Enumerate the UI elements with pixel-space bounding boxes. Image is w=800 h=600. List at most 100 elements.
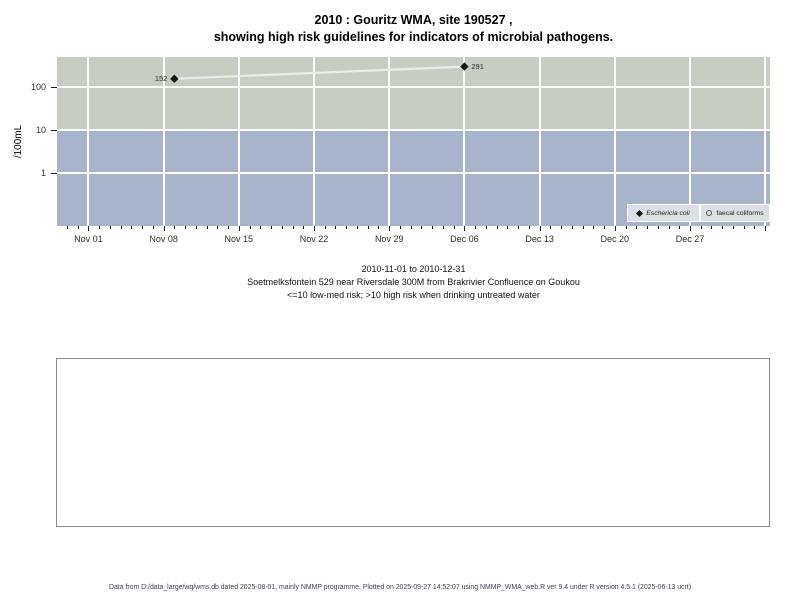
subtitle-date-range: 2010-11-01 to 2010-12-31 — [361, 264, 466, 274]
x-minor-tick — [485, 226, 487, 229]
x-minor-tick — [410, 226, 412, 229]
horizontal-gridline — [57, 85, 770, 88]
x-minor-tick — [195, 226, 197, 229]
legend-entry-escherichia-coli: Eschericia coli — [627, 204, 700, 222]
x-major-tick — [88, 226, 90, 231]
x-major-tick — [464, 226, 466, 231]
x-minor-tick — [722, 226, 724, 229]
x-minor-tick — [507, 226, 509, 229]
x-minor-tick — [228, 226, 230, 229]
x-tick-label: Nov 01 — [74, 234, 103, 244]
x-minor-tick — [271, 226, 273, 229]
vertical-gridline — [87, 57, 90, 226]
legend-label: faecal coliforms — [716, 209, 764, 217]
y-tick — [51, 173, 57, 175]
data-point-diamond — [170, 74, 179, 84]
x-minor-tick — [206, 226, 208, 229]
x-tick-label: Dec 06 — [450, 234, 479, 244]
x-minor-tick — [249, 226, 251, 229]
y-tick — [51, 130, 57, 132]
x-minor-tick — [550, 226, 552, 229]
x-minor-tick — [292, 226, 294, 229]
chart-title-line2: showing high risk guidelines for indicat… — [213, 30, 614, 44]
x-major-tick — [539, 226, 541, 231]
x-minor-tick — [625, 226, 627, 229]
x-minor-tick — [518, 226, 520, 229]
y-axis-title-text: /100mL — [13, 124, 25, 159]
y-tick-label: 1 — [40, 168, 46, 179]
x-minor-tick — [99, 226, 101, 229]
x-tick-label: Dec 13 — [525, 234, 554, 244]
x-tick-label: Nov 15 — [224, 234, 254, 244]
x-minor-tick — [260, 226, 262, 229]
point-value-label: 291 — [471, 61, 484, 71]
x-minor-tick — [475, 226, 477, 229]
x-minor-tick — [604, 226, 606, 229]
chart-panel: 152 291 Eschericia coli faecal coliforms — [57, 57, 770, 226]
chart-title: 2010 : Gouritz WMA, site 190527 , showin… — [57, 12, 770, 46]
x-minor-tick — [700, 226, 702, 229]
x-minor-tick — [432, 226, 434, 229]
x-minor-tick — [442, 226, 444, 229]
x-minor-tick — [142, 226, 144, 229]
x-minor-tick — [77, 226, 79, 229]
x-minor-tick — [303, 226, 305, 229]
subtitle-risk-guideline: <=10 low-med risk; >10 high risk when dr… — [287, 290, 540, 300]
point-value-label: 152 — [154, 73, 168, 83]
y-tick — [51, 86, 57, 88]
circle-marker-icon — [706, 210, 713, 216]
x-tick-label: Nov 29 — [374, 234, 404, 244]
x-major-tick — [614, 226, 616, 231]
x-minor-tick — [528, 226, 530, 229]
y-axis-title: /100mL — [8, 57, 30, 226]
x-minor-tick — [647, 226, 649, 229]
x-minor-tick — [217, 226, 219, 229]
x-minor-tick — [754, 226, 756, 229]
x-minor-tick — [582, 226, 584, 229]
x-minor-tick — [131, 226, 133, 229]
x-minor-tick — [66, 226, 68, 229]
x-tick-label: Nov 22 — [299, 234, 329, 244]
x-major-tick — [163, 226, 165, 231]
vertical-gridline — [689, 57, 691, 226]
footer-caption: Data from D:/data_large/wq/wms.db dated … — [108, 584, 692, 591]
x-tick-label: Dec 20 — [600, 234, 630, 244]
diamond-marker-icon — [636, 209, 644, 217]
data-point-diamond — [460, 62, 469, 71]
x-minor-tick — [346, 226, 348, 229]
chart-title-line1: 2010 : Gouritz WMA, site 190527 , — [314, 13, 513, 27]
y-tick-label: 100 — [30, 81, 46, 92]
legend: Eschericia coli faecal coliforms — [627, 204, 770, 222]
x-minor-tick — [496, 226, 498, 229]
x-minor-tick — [657, 226, 659, 229]
horizontal-gridline — [57, 129, 770, 132]
x-minor-tick — [421, 226, 423, 229]
vertical-gridline — [764, 57, 767, 226]
x-axis: Nov 01 Nov 08 Nov 15 Nov 22 Nov 29 Dec 06 Dec … — [57, 226, 770, 248]
x-minor-tick — [711, 226, 713, 229]
x-tick-label: Nov 08 — [149, 234, 178, 244]
x-minor-tick — [561, 226, 563, 229]
subtitle: 2010-11-01 to 2010-12-31 Soetmelksfontei… — [57, 263, 770, 302]
y-tick-label: 10 — [35, 125, 46, 136]
x-minor-tick — [732, 226, 734, 229]
horizontal-gridline — [57, 172, 770, 175]
vertical-gridline — [538, 57, 541, 226]
x-major-tick — [690, 226, 691, 231]
x-minor-tick — [109, 226, 111, 229]
x-minor-tick — [152, 226, 154, 229]
x-minor-tick — [743, 226, 745, 229]
x-minor-tick — [378, 226, 380, 229]
y-axis: 100 10 1 — [0, 57, 57, 226]
vertical-gridline — [162, 57, 165, 226]
x-minor-tick — [399, 226, 401, 229]
x-minor-tick — [668, 226, 670, 229]
x-major-tick — [765, 226, 767, 231]
x-major-tick — [314, 226, 315, 231]
legend-label: Eschericia coli — [646, 209, 690, 217]
x-minor-tick — [335, 226, 337, 229]
x-minor-tick — [453, 226, 455, 229]
subtitle-site-description: Soetmelksfontein 529 near Riversdale 300… — [247, 277, 580, 287]
data-series-layer — [170, 62, 469, 84]
